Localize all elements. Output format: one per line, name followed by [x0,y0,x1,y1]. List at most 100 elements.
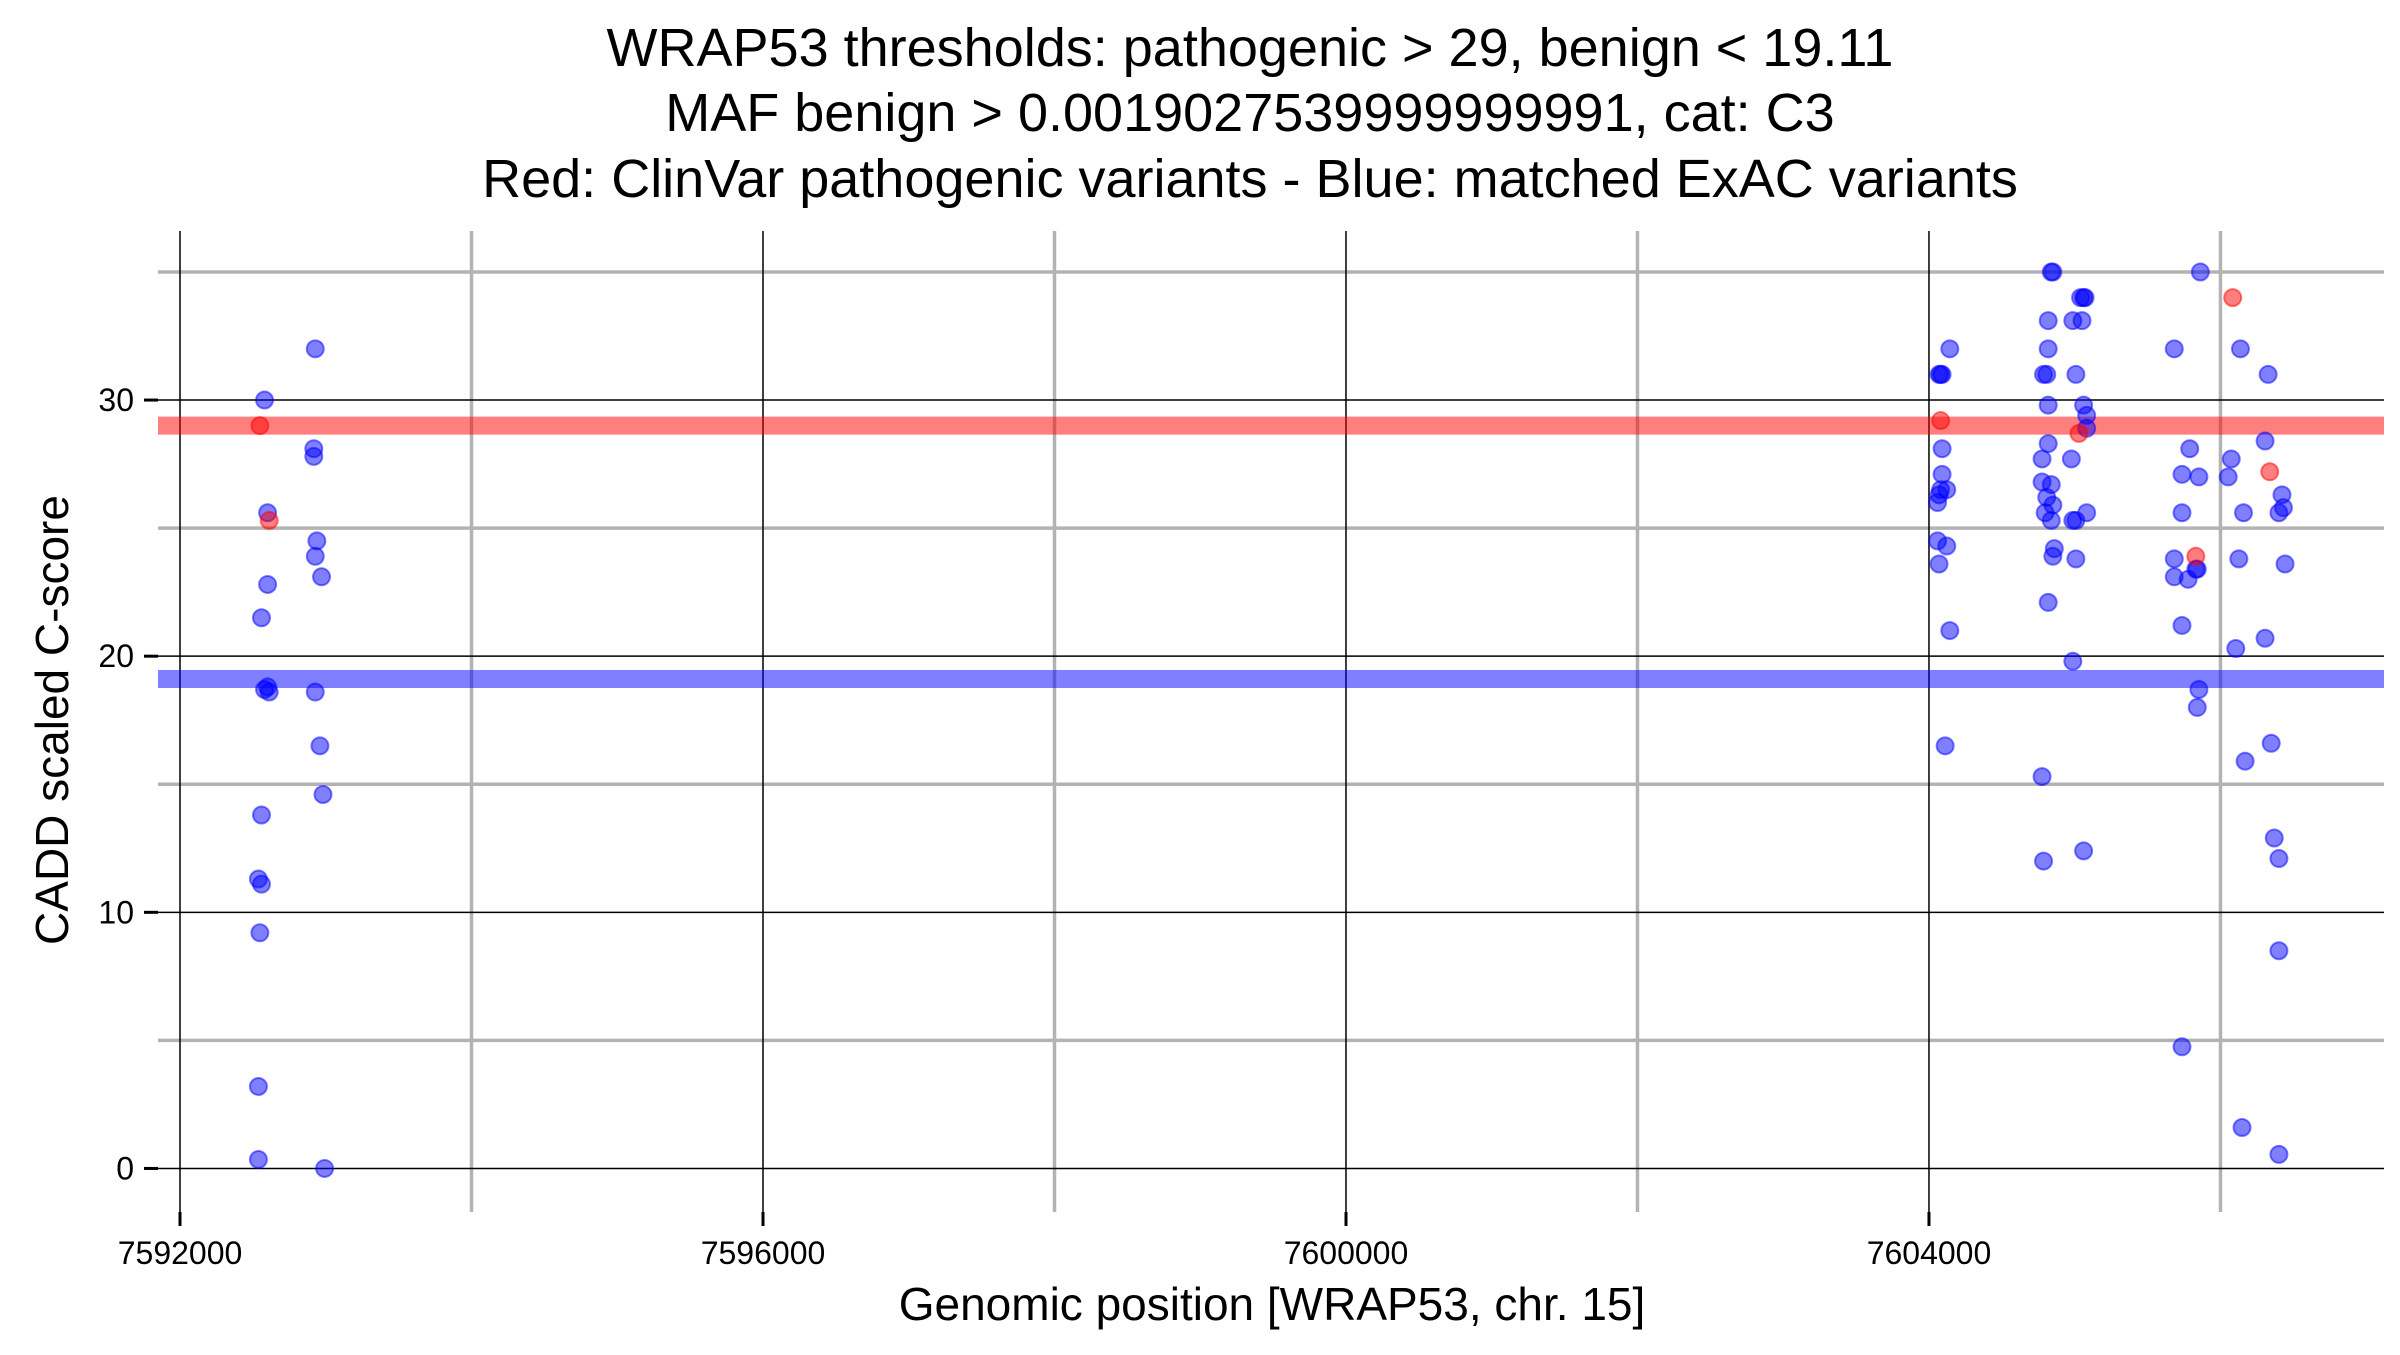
data-point [2190,262,2210,282]
data-point [2269,849,2289,869]
data-point [248,1076,268,1096]
data-point [2043,546,2063,566]
data-points [248,262,2295,1178]
y-tick-label: 20 [98,638,134,674]
data-point [1931,411,1951,431]
data-point [2269,941,2289,961]
data-point [2260,462,2280,482]
data-point [2038,395,2058,415]
data-point [2164,339,2184,359]
data-point [305,339,325,359]
data-point [2041,510,2061,530]
data-point [2255,628,2275,648]
data-point [2218,467,2238,487]
data-point [2164,549,2184,569]
data-point [258,574,278,594]
x-tick-label: 7592000 [118,1235,243,1271]
data-point [2043,262,2063,282]
data-point [315,1158,335,1178]
data-point [2061,449,2081,469]
data-point [2229,549,2249,569]
data-point [307,531,327,551]
data-point [2269,503,2289,523]
data-point [2063,651,2083,671]
y-tick-label: 10 [98,894,134,930]
threshold-bands [158,416,2384,688]
data-point [2258,364,2278,384]
data-point [2255,431,2275,451]
data-point [2172,503,2192,523]
data-point [2172,464,2192,484]
data-point [2187,697,2207,717]
data-point [2230,339,2250,359]
chart-title-line-1: WRAP53 thresholds: pathogenic > 29, beni… [607,18,1894,78]
x-axis-label: Genomic position [WRAP53, chr. 15] [899,1278,1646,1330]
data-point [2261,733,2281,753]
data-point [1937,536,1957,556]
data-point [2189,467,2209,487]
data-point [251,805,271,825]
data-point [1931,364,1951,384]
data-point [2038,592,2058,612]
data-point [305,546,325,566]
data-point [305,682,325,702]
data-point [2235,751,2255,771]
data-point [2066,364,2086,384]
data-point [255,679,275,699]
axes: 7592000 7596000 7600000 7604000 0 10 20 30 [98,382,1991,1271]
y-axis-label: CADD scaled C-score [26,495,78,945]
data-point [2180,439,2200,459]
data-point [2269,1144,2289,1164]
data-point [312,567,332,587]
data-point [2072,311,2092,331]
data-point [2074,288,2094,308]
data-point [1935,736,1955,756]
data-point [310,736,330,756]
data-point [1940,339,1960,359]
data-point [251,608,271,628]
data-point [2038,311,2058,331]
data-point [2233,503,2253,523]
data-point [251,874,271,894]
data-point [2038,339,2058,359]
data-point [2034,851,2054,871]
data-point [2074,841,2094,861]
data-point [2223,288,2243,308]
data-point [2275,554,2295,574]
data-point [1932,464,1952,484]
data-point [1929,554,1949,574]
data-point [2066,549,2086,569]
data-point [2037,364,2057,384]
x-tick-label: 7596000 [701,1235,826,1271]
y-tick-label: 30 [98,382,134,418]
data-point [2032,449,2052,469]
data-point [313,784,333,804]
data-point [2077,503,2097,523]
data-point [2226,639,2246,659]
x-tick-label: 7600000 [1284,1235,1409,1271]
data-point [2186,546,2206,566]
chart-title-line-2: MAF benign > 0.0019027539999999991, cat:… [665,83,1834,143]
data-point [2172,615,2192,635]
data-point [255,390,275,410]
data-point [2264,828,2284,848]
data-point [2189,679,2209,699]
data-point [2069,423,2089,443]
data-point [2032,767,2052,787]
data-point [1940,621,1960,641]
data-point [2032,472,2052,492]
data-point [2221,449,2241,469]
data-point [2232,1117,2252,1137]
data-point [1932,439,1952,459]
chart-title-line-3: Red: ClinVar pathogenic variants - Blue:… [482,149,2018,209]
data-point [250,923,270,943]
data-point [2172,1037,2192,1057]
data-point [304,446,324,466]
x-tick-label: 7604000 [1867,1235,1992,1271]
y-tick-label: 0 [116,1150,134,1186]
data-point [248,1149,268,1169]
grid [158,231,2384,1212]
data-point [1928,493,1948,513]
data-point [250,416,270,436]
